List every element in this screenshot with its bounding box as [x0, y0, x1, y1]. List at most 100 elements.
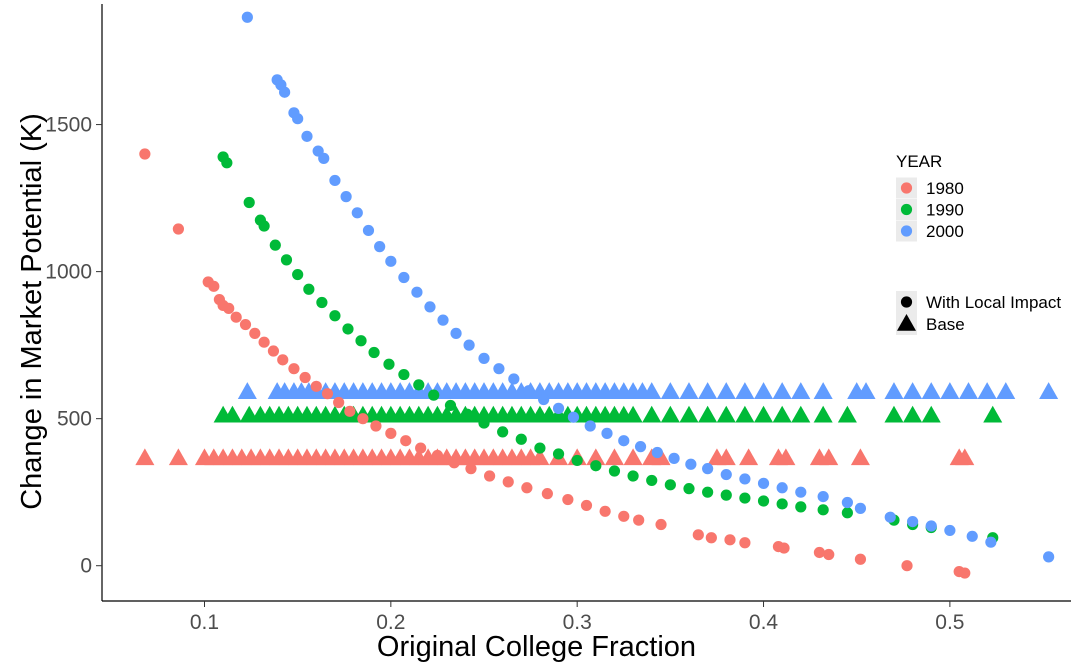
point-1980-circle [249, 327, 261, 339]
point-2000-circle [685, 458, 697, 470]
series-2000-circle [241, 11, 1055, 563]
point-2000-circle [907, 515, 919, 528]
point-1990-triangle [716, 405, 736, 423]
point-2000-triangle [679, 382, 699, 399]
point-1990-triangle [791, 405, 811, 423]
point-2000-circle [385, 255, 397, 267]
x-tick-label: 0.4 [749, 611, 779, 634]
point-1990-circle [280, 254, 293, 266]
point-2000-circle [523, 385, 535, 397]
point-1980-circle [562, 493, 574, 506]
point-1990-circle [316, 296, 328, 309]
series-2000-triangle [237, 382, 1059, 399]
point-1980-triangle [623, 448, 643, 466]
point-1980-circle [230, 311, 242, 323]
point-1980-circle [333, 396, 345, 409]
point-2000-circle [776, 482, 788, 494]
point-1990-triangle [983, 405, 1003, 423]
y-axis-ticks: 0 500 1000 1500 [45, 114, 102, 578]
point-1990-circle [444, 399, 457, 412]
point-1980-circle [854, 553, 867, 565]
point-2000-circle [538, 393, 550, 406]
point-1980-circle [484, 470, 496, 482]
point-1990-circle [398, 368, 410, 381]
point-1990-circle [478, 417, 490, 429]
point-1990-circle [683, 483, 695, 495]
legend-color-keys: 1980 1990 2000 [896, 177, 964, 242]
point-1990-circle [383, 358, 395, 370]
point-1990-triangle [623, 405, 643, 423]
point-1980-circle [823, 548, 835, 561]
point-2000-circle [463, 339, 475, 351]
point-2000-circle [966, 530, 978, 542]
point-2000-circle [618, 435, 630, 447]
point-1990-circle [739, 492, 751, 504]
point-2000-triangle [856, 382, 876, 399]
point-2000-circle [450, 327, 462, 339]
point-2000-circle [292, 113, 304, 125]
point-1990-circle [757, 495, 770, 507]
point-2000-circle [567, 411, 580, 423]
point-2000-triangle [698, 382, 718, 399]
point-2000-circle [651, 446, 663, 459]
point-2000-circle [757, 477, 770, 489]
point-1980-circle [813, 546, 826, 559]
point-2000-circle [351, 207, 363, 219]
point-1990-circle [292, 268, 304, 281]
point-1980-circle [618, 510, 630, 522]
legend-title: YEAR [896, 152, 942, 171]
point-2000-circle [318, 152, 330, 164]
point-2000-circle [584, 420, 596, 432]
point-2000-triangle [642, 382, 662, 399]
point-2000-circle [411, 286, 423, 298]
data-marks [135, 11, 1059, 579]
legend-key-1990 [900, 203, 913, 216]
series-1990-triangle [213, 405, 1003, 423]
point-1990-circle [720, 489, 732, 501]
point-1980-circle [448, 457, 460, 469]
point-1980-circle [239, 318, 252, 331]
point-1980-circle [267, 345, 280, 357]
point-1990-circle [413, 379, 425, 391]
point-1980-circle [400, 435, 412, 447]
point-2000-triangle [1039, 382, 1059, 399]
point-1990-circle [368, 346, 380, 359]
point-1980-circle [959, 567, 971, 579]
point-1980-triangle [530, 448, 550, 466]
point-1980-triangle [850, 448, 870, 466]
point-2000-circle [301, 130, 313, 142]
legend-shape-keys: With Local Impact Base [896, 291, 1061, 335]
legend-label-triangle: Base [926, 315, 965, 334]
point-1990-circle [342, 323, 354, 335]
point-1980-triangle [586, 448, 606, 466]
point-1980-circle [344, 405, 356, 417]
point-2000-triangle [813, 382, 833, 399]
point-2000-triangle [940, 382, 960, 399]
point-2000-circle [552, 402, 565, 414]
point-1990-circle [534, 442, 546, 454]
point-1990-triangle [837, 405, 857, 423]
point-1990-circle [355, 335, 367, 347]
point-2000-circle [795, 486, 807, 498]
point-1990-circle [329, 310, 341, 322]
point-1980-triangle [716, 448, 736, 466]
point-1980-circle [310, 380, 322, 392]
legend-key-2000 [900, 225, 913, 237]
point-1990-circle [515, 433, 527, 445]
y-tick-label: 500 [57, 408, 92, 431]
point-2000-triangle [958, 382, 979, 399]
point-2000-triangle [772, 382, 792, 399]
point-1980-circle [172, 223, 185, 235]
point-2000-triangle [791, 382, 811, 399]
point-2000-circle [329, 174, 341, 187]
point-2000-triangle [735, 382, 755, 399]
point-2000-circle [985, 536, 997, 548]
point-1980-circle [139, 148, 151, 160]
point-1990-circle [303, 283, 315, 295]
point-1980-triangle [739, 448, 759, 466]
point-1980-circle [655, 518, 667, 531]
point-2000-circle [279, 86, 291, 98]
point-1980-circle [599, 505, 611, 517]
point-2000-triangle [716, 382, 736, 399]
point-1990-circle [497, 426, 509, 438]
